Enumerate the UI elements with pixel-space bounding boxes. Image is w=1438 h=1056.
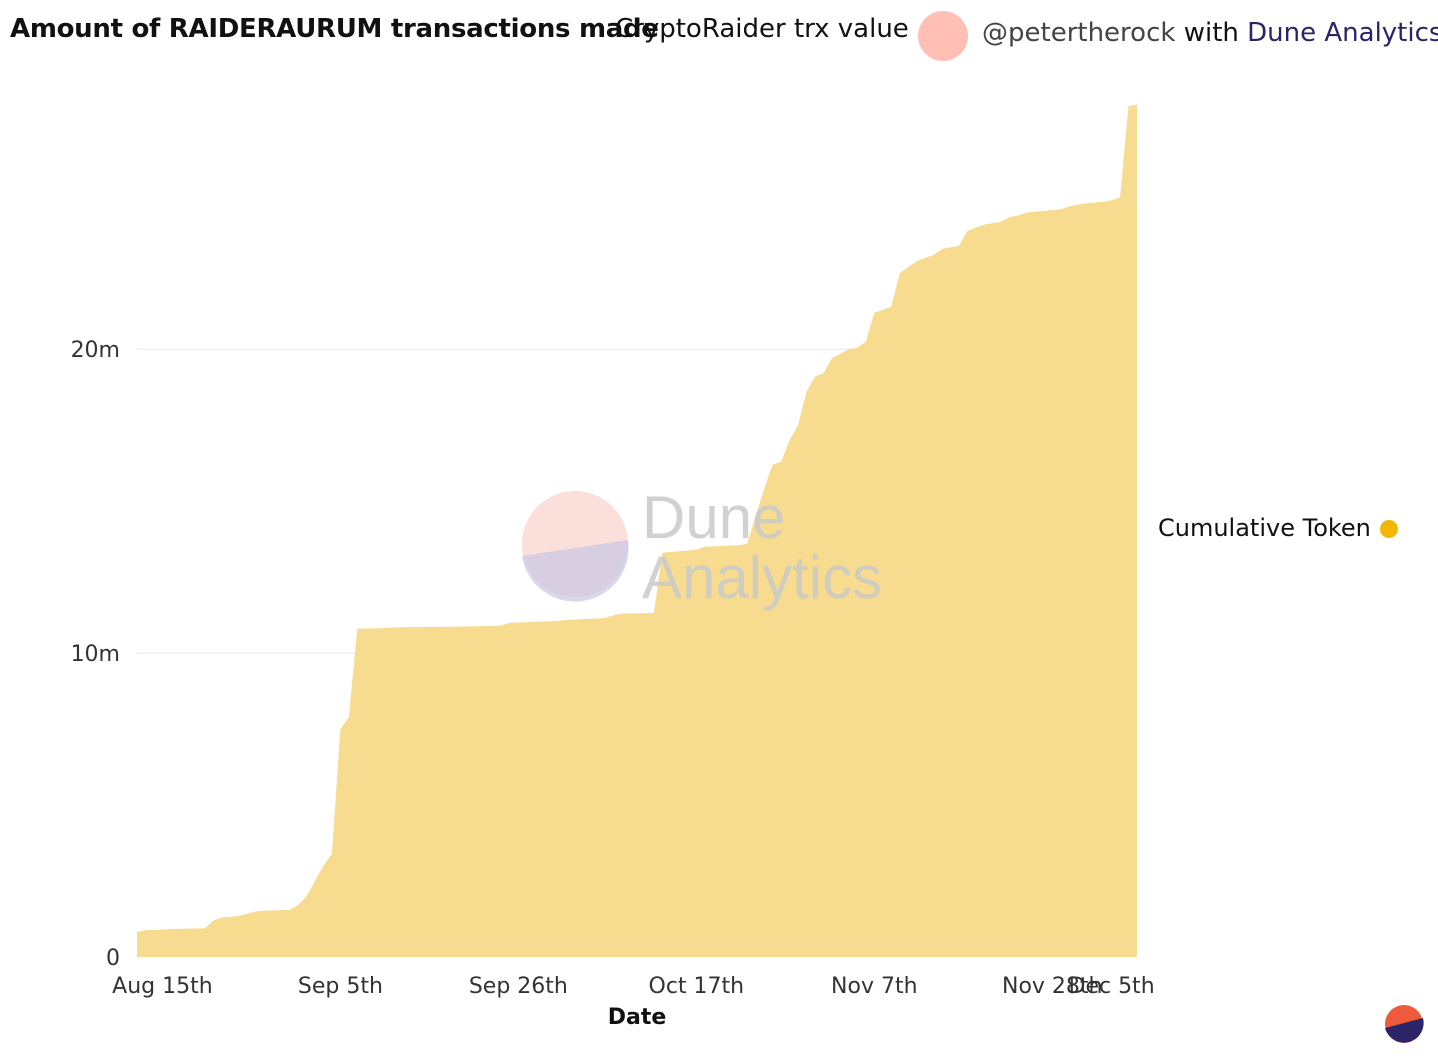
legend-dot-icon — [1380, 520, 1398, 538]
y-tick-label: 10m — [71, 642, 120, 667]
area-series — [137, 104, 1137, 958]
area-series-fill[interactable] — [137, 104, 1137, 958]
x-tick-label: Nov 7th — [831, 974, 918, 999]
x-tick-label: Sep 26th — [469, 974, 568, 999]
dune-logo-icon[interactable] — [1384, 1004, 1424, 1044]
y-axis: 0 10m 20m — [71, 338, 120, 971]
platform-link[interactable]: Dune Analytics — [1247, 18, 1438, 48]
x-tick-label: Oct 17th — [649, 974, 745, 999]
chart-header: Amount of RAIDERAURUM transactions made … — [0, 0, 1438, 70]
y-tick-label: 20m — [71, 338, 120, 363]
y-tick-label: 0 — [106, 946, 120, 971]
legend[interactable]: Cumulative Tokens — [1158, 514, 1438, 546]
x-axis-label: Date — [608, 1005, 667, 1030]
x-tick-label: Sep 5th — [298, 974, 383, 999]
legend-label: Cumulative Tokens — [1158, 514, 1370, 542]
chart-subtitle: CryptoRaider trx value — [615, 14, 909, 44]
dune-watermark: Dune Analytics — [522, 484, 882, 611]
chart-title: Amount of RAIDERAURUM transactions made — [10, 14, 659, 44]
byline-with-text: with — [1183, 18, 1239, 48]
author-avatar[interactable] — [918, 11, 968, 61]
x-tick-label: Aug 15th — [112, 974, 213, 999]
author-handle-link[interactable]: @petertherock — [982, 18, 1176, 48]
watermark-line1: Dune — [642, 484, 785, 551]
x-tick-label: Dec 5th — [1069, 974, 1155, 999]
watermark-logo-shade — [522, 540, 629, 602]
x-axis: Aug 15th Sep 5th Sep 26th Oct 17th Nov 7th No… — [112, 974, 1154, 999]
x-tick-label: Nov 28th — [1002, 974, 1103, 999]
byline: @petertherock with Dune Analytics — [982, 18, 1438, 48]
watermark-line2: Analytics — [642, 544, 882, 611]
